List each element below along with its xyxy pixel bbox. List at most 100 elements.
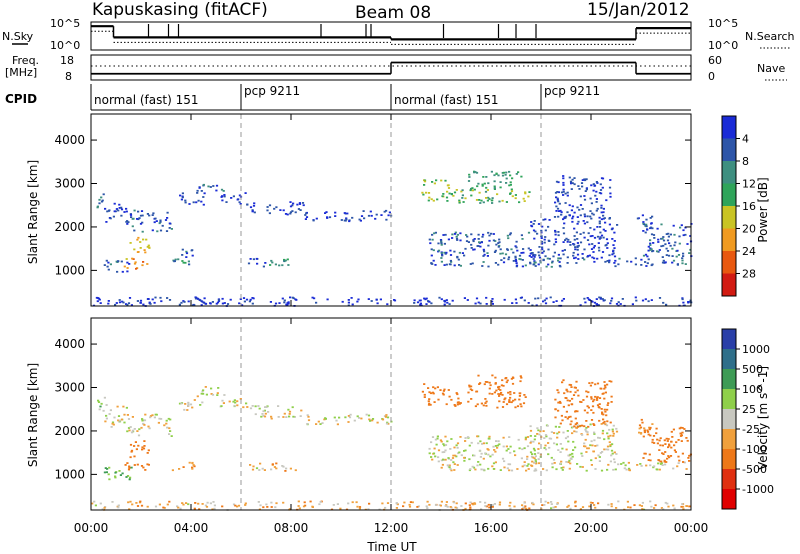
echo-cell <box>455 189 458 191</box>
echo-cell <box>116 260 120 263</box>
echo-cell <box>602 214 605 217</box>
echo-cell <box>603 438 606 441</box>
echo-cell <box>275 502 278 505</box>
echo-cell <box>592 400 595 403</box>
echo-cell <box>283 259 286 262</box>
echo-cell <box>482 255 485 257</box>
echo-cell <box>259 504 262 507</box>
echo-cell <box>449 468 452 470</box>
echo-cell <box>497 440 500 443</box>
echo-cell <box>667 232 670 235</box>
echo-cell <box>367 414 371 417</box>
echo-cell <box>278 302 281 304</box>
echo-cell <box>125 210 128 213</box>
echo-cell <box>137 218 140 221</box>
echo-cell <box>607 503 610 506</box>
echo-cell <box>446 505 449 508</box>
echo-cell <box>554 425 557 428</box>
echo-cell <box>469 508 472 511</box>
echo-cell <box>604 391 607 394</box>
echo-cell <box>203 297 206 300</box>
echo-cell <box>594 194 597 197</box>
echo-cell <box>286 258 289 261</box>
echo-cell <box>631 303 634 306</box>
echo-cell <box>470 385 473 388</box>
echo-cell <box>573 425 576 428</box>
echo-cell <box>215 184 219 187</box>
echo-cell <box>165 230 169 232</box>
echo-cell <box>593 439 596 442</box>
echo-cell <box>519 258 522 261</box>
echo-cell <box>467 180 471 182</box>
echo-cell <box>568 467 571 470</box>
echo-cell <box>538 256 542 259</box>
echo-cell <box>444 505 447 507</box>
colorbar-swatch <box>722 349 736 369</box>
echo-cell <box>520 175 523 178</box>
echo-cell <box>596 382 600 385</box>
echo-cell <box>596 404 600 407</box>
echo-cell <box>326 298 329 301</box>
echo-cell <box>535 469 538 472</box>
echo-cell <box>425 505 428 508</box>
echo-cell <box>193 507 196 510</box>
echo-cell <box>291 204 294 207</box>
echo-cell <box>452 194 455 197</box>
echo-cell <box>107 302 110 305</box>
echo-cell <box>581 253 584 255</box>
echo-cell <box>606 432 609 435</box>
echo-cell <box>666 239 670 242</box>
echo-cell <box>185 250 188 253</box>
echo-cell <box>115 208 118 210</box>
echo-cell <box>468 444 471 447</box>
echo-cell <box>193 399 196 401</box>
echo-cell <box>589 384 592 387</box>
echo-cell <box>651 423 654 425</box>
echo-cell <box>169 430 172 432</box>
echo-cell <box>550 431 553 433</box>
echo-cell <box>570 403 573 406</box>
echo-cell <box>450 459 453 461</box>
echo-cell <box>302 204 305 207</box>
echo-cell <box>503 466 506 469</box>
echo-cell <box>490 199 493 202</box>
echo-cell <box>482 442 485 445</box>
echo-cell <box>589 444 592 447</box>
echo-cell <box>642 254 646 257</box>
echo-cell <box>606 383 609 386</box>
echo-cell <box>136 430 139 432</box>
echo-cell <box>482 261 485 263</box>
echo-cell <box>560 460 563 463</box>
echo-cell <box>590 419 594 421</box>
echo-cell <box>607 402 610 404</box>
echo-cell <box>598 403 601 405</box>
echo-cell <box>440 466 443 469</box>
echo-cell <box>557 449 560 451</box>
echo-cell <box>135 502 138 504</box>
echo-cell <box>574 246 577 248</box>
echo-cell <box>181 192 184 195</box>
echo-cell <box>592 213 595 216</box>
echo-cell <box>122 301 125 304</box>
echo-cell <box>440 243 443 246</box>
echo-cell <box>129 213 132 215</box>
echo-cell <box>650 299 653 301</box>
colorbar-tick-label: -25 <box>742 423 760 436</box>
echo-cell <box>120 260 123 263</box>
echo-cell <box>251 468 255 471</box>
echo-cell <box>98 408 101 411</box>
echo-cell <box>112 215 115 218</box>
echo-cell <box>556 198 559 201</box>
echo-cell <box>610 401 613 403</box>
echo-cell <box>553 432 556 434</box>
echo-cell <box>579 214 582 217</box>
echo-cell <box>514 256 517 259</box>
echo-cell <box>431 391 434 394</box>
echo-cell <box>478 199 481 201</box>
echo-cell <box>489 455 492 458</box>
echo-cell <box>683 428 686 430</box>
echo-cell <box>113 416 116 419</box>
echo-cell <box>643 452 646 455</box>
echo-cell <box>289 467 292 470</box>
echo-cell <box>471 389 474 392</box>
